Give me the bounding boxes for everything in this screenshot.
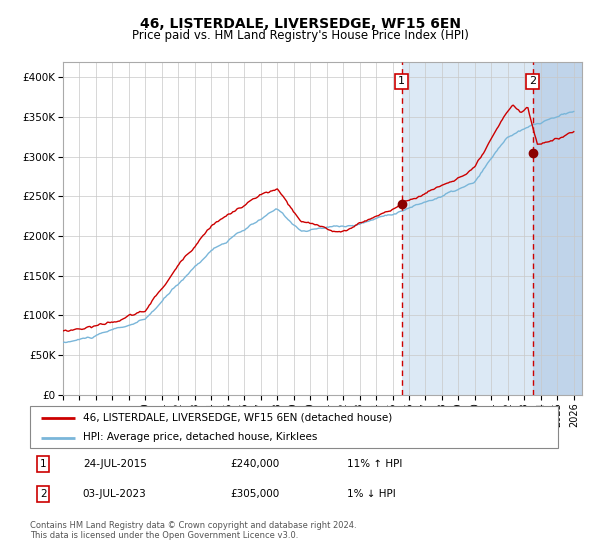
Bar: [401, 62, 533, 395]
Text: 2: 2: [40, 489, 47, 499]
Text: 1: 1: [40, 459, 47, 469]
Text: 2: 2: [529, 76, 536, 86]
Text: 11% ↑ HPI: 11% ↑ HPI: [347, 459, 402, 469]
Text: 1: 1: [398, 76, 405, 86]
Text: 46, LISTERDALE, LIVERSEDGE, WF15 6EN: 46, LISTERDALE, LIVERSEDGE, WF15 6EN: [139, 17, 461, 31]
Text: Price paid vs. HM Land Registry's House Price Index (HPI): Price paid vs. HM Land Registry's House …: [131, 29, 469, 42]
Text: £240,000: £240,000: [230, 459, 280, 469]
Text: Contains HM Land Registry data © Crown copyright and database right 2024.
This d: Contains HM Land Registry data © Crown c…: [30, 521, 356, 540]
Bar: [533, 62, 590, 395]
Text: HPI: Average price, detached house, Kirklees: HPI: Average price, detached house, Kirk…: [83, 432, 317, 442]
Text: 03-JUL-2023: 03-JUL-2023: [83, 489, 146, 499]
Text: 24-JUL-2015: 24-JUL-2015: [83, 459, 146, 469]
Text: £305,000: £305,000: [230, 489, 280, 499]
FancyBboxPatch shape: [30, 406, 558, 448]
Text: 46, LISTERDALE, LIVERSEDGE, WF15 6EN (detached house): 46, LISTERDALE, LIVERSEDGE, WF15 6EN (de…: [83, 413, 392, 423]
Text: 1% ↓ HPI: 1% ↓ HPI: [347, 489, 395, 499]
